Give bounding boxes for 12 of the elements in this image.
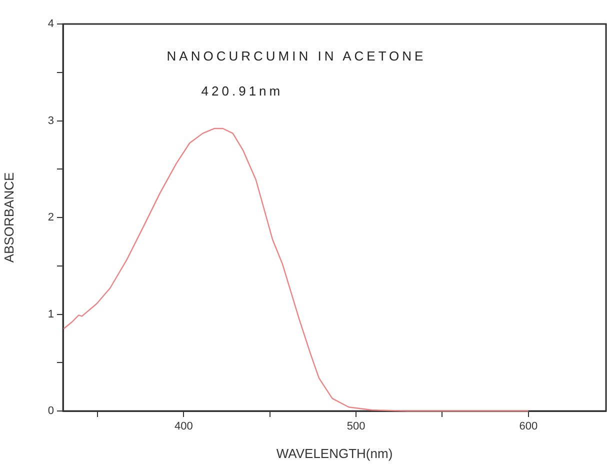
y-axis-title: ABSORBANCE	[1, 172, 16, 263]
y-tick-label: 1	[48, 308, 54, 320]
y-tick-label: 2	[48, 212, 54, 224]
x-tick-label: 600	[519, 420, 538, 433]
y-tick-label: 0	[48, 405, 54, 418]
x-tick-label: 400	[174, 420, 193, 433]
x-tick-label: 500	[346, 420, 366, 433]
y-tick-label: 4	[48, 18, 54, 30]
y-tick-label: 3	[48, 114, 54, 127]
x-axis-title: WAVELENGTH(nm)	[276, 446, 393, 461]
annotation: 420.91nm	[201, 83, 284, 98]
annotation: NANOCURCUMIN IN ACETONE	[166, 48, 426, 64]
